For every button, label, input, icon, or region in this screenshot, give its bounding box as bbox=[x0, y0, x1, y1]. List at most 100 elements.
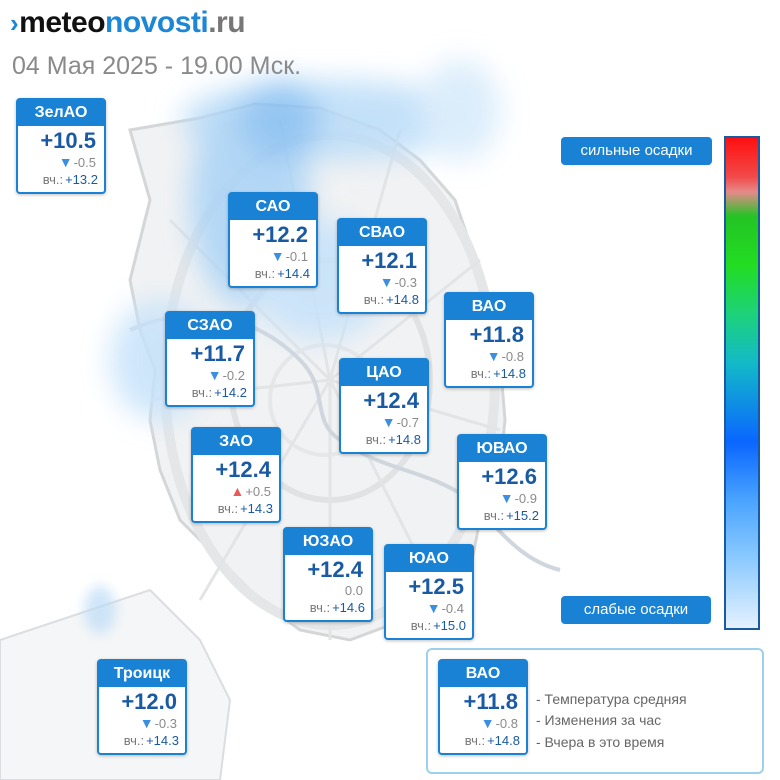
district-name: ЗелАО bbox=[18, 100, 104, 126]
legend-example-card: ВАО +11.8 ▼-0.8 вч.: +14.8 bbox=[438, 659, 528, 755]
change-value: -0.7 bbox=[396, 415, 419, 430]
change-value: -0.5 bbox=[73, 155, 96, 170]
yesterday-value: +15.0 bbox=[433, 618, 466, 633]
down-triangle-icon: ▼ bbox=[480, 715, 495, 731]
district-name: ЮАО bbox=[386, 546, 472, 572]
district-card-yuzao[interactable]: ЮЗАО +12.4 0.0 вч.: +14.6 bbox=[283, 527, 373, 622]
district-change: ▼-0.1 bbox=[230, 248, 316, 265]
district-temperature: +11.7 bbox=[190, 341, 245, 366]
yesterday-label: вч.: bbox=[309, 600, 331, 615]
district-yesterday: вч.: +13.2 bbox=[18, 171, 104, 189]
change-value: -0.3 bbox=[394, 275, 417, 290]
heavy-precipitation-label: сильные осадки bbox=[561, 137, 712, 165]
down-triangle-icon: ▼ bbox=[486, 348, 501, 364]
district-card-svao[interactable]: СВАО +12.1 ▼-0.3 вч.: +14.8 bbox=[337, 218, 427, 314]
light-precipitation-label: слабые осадки bbox=[561, 596, 711, 624]
district-change: ▼-0.7 bbox=[341, 414, 427, 431]
district-change: ▲+0.5 bbox=[193, 483, 279, 500]
change-value: -0.3 bbox=[154, 716, 177, 731]
logo-part-domain: .ru bbox=[208, 6, 246, 39]
yesterday-value: +13.2 bbox=[65, 172, 98, 187]
down-triangle-icon: ▼ bbox=[139, 715, 154, 731]
district-yesterday: вч.: +14.8 bbox=[341, 431, 427, 449]
yesterday-value: +14.8 bbox=[386, 292, 419, 307]
yesterday-label: вч.: bbox=[365, 432, 387, 447]
yesterday-label: вч.: bbox=[191, 385, 213, 400]
district-yesterday: вч.: +14.3 bbox=[99, 732, 185, 750]
yesterday-label: вч.: bbox=[410, 618, 432, 633]
yesterday-value: +14.2 bbox=[214, 385, 247, 400]
change-value: -0.1 bbox=[285, 249, 308, 264]
yesterday-value: +14.3 bbox=[146, 733, 179, 748]
district-change: ▼-0.3 bbox=[339, 274, 425, 291]
district-name: ЦАО bbox=[341, 360, 427, 386]
district-name: САО bbox=[230, 194, 316, 220]
district-yesterday: вч.: +14.2 bbox=[167, 384, 253, 402]
site-logo[interactable]: ›meteonovosti.ru bbox=[10, 6, 246, 40]
district-change: ▼-0.8 bbox=[446, 348, 532, 365]
district-temperature: +12.0 bbox=[121, 689, 177, 714]
down-triangle-icon: ▼ bbox=[270, 248, 285, 264]
legend-example-name: ВАО bbox=[440, 661, 526, 687]
district-yesterday: вч.: +14.4 bbox=[230, 265, 316, 283]
change-value: -0.2 bbox=[222, 368, 245, 383]
district-change: 0.0 bbox=[285, 583, 371, 599]
district-temperature: +12.1 bbox=[361, 248, 417, 273]
district-card-yuao[interactable]: ЮАО +12.5 ▼-0.4 вч.: +15.0 bbox=[384, 544, 474, 640]
district-temperature: +11.8 bbox=[469, 322, 524, 347]
change-value: -0.8 bbox=[495, 716, 518, 731]
change-value: +0.5 bbox=[245, 484, 271, 499]
logo-part-novosti: novosti bbox=[105, 6, 209, 39]
district-card-troitsk[interactable]: Троицк +12.0 ▼-0.3 вч.: +14.3 bbox=[97, 659, 187, 755]
district-card-vao[interactable]: ВАО +11.8 ▼-0.8 вч.: +14.8 bbox=[444, 292, 534, 388]
logo-part-meteo: meteo bbox=[19, 6, 106, 39]
district-card-zao[interactable]: ЗАО +12.4 ▲+0.5 вч.: +14.3 bbox=[191, 427, 281, 523]
district-name: ЮЗАО bbox=[285, 529, 371, 555]
district-temperature: +12.4 bbox=[363, 388, 419, 413]
district-temperature: +12.5 bbox=[408, 574, 464, 599]
district-yesterday: вч.: +15.2 bbox=[459, 507, 545, 525]
change-value: -0.4 bbox=[441, 601, 464, 616]
yesterday-value: +14.6 bbox=[332, 600, 365, 615]
district-yesterday: вч.: +14.8 bbox=[339, 291, 425, 309]
yesterday-label: вч.: bbox=[123, 733, 145, 748]
district-change: ▼-0.4 bbox=[386, 600, 472, 617]
yesterday-label: вч.: bbox=[363, 292, 385, 307]
logo-mark: › bbox=[10, 8, 19, 38]
district-change: ▼-0.9 bbox=[459, 490, 545, 507]
district-change: ▼-0.3 bbox=[99, 715, 185, 732]
district-change: ▼-0.2 bbox=[167, 367, 253, 384]
district-card-sao[interactable]: САО +12.2 ▼-0.1 вч.: +14.4 bbox=[228, 192, 318, 288]
district-name: Троицк bbox=[99, 661, 185, 687]
district-card-szao[interactable]: СЗАО +11.7 ▼-0.2 вч.: +14.2 bbox=[165, 311, 255, 407]
district-name: ЮВАО bbox=[459, 436, 545, 462]
district-yesterday: вч.: +14.3 bbox=[193, 500, 279, 518]
district-card-zelao[interactable]: ЗелАО +10.5 ▼-0.5 вч.: +13.2 bbox=[16, 98, 106, 194]
district-temperature: +12.4 bbox=[215, 457, 271, 482]
down-triangle-icon: ▼ bbox=[207, 367, 222, 383]
down-triangle-icon: ▼ bbox=[379, 274, 394, 290]
change-value: -0.8 bbox=[501, 349, 524, 364]
date-time-subtitle: 04 Мая 2025 - 19.00 Мск. bbox=[12, 52, 302, 80]
down-triangle-icon: ▼ bbox=[499, 490, 514, 506]
district-temperature: +12.6 bbox=[481, 464, 537, 489]
district-name: СЗАО bbox=[167, 313, 253, 339]
yesterday-value: +15.2 bbox=[506, 508, 539, 523]
district-yesterday: вч.: +14.6 bbox=[285, 599, 371, 617]
district-name: ВАО bbox=[446, 294, 532, 320]
district-card-yuvao[interactable]: ЮВАО +12.6 ▼-0.9 вч.: +15.2 bbox=[457, 434, 547, 530]
yesterday-value: +14.4 bbox=[277, 266, 310, 281]
yesterday-label: вч.: bbox=[483, 508, 505, 523]
yesterday-label: вч.: bbox=[217, 501, 239, 516]
precipitation-color-scale bbox=[724, 136, 760, 630]
district-name: СВАО bbox=[339, 220, 425, 246]
district-temperature: +12.4 bbox=[307, 557, 363, 582]
district-card-cao[interactable]: ЦАО +12.4 ▼-0.7 вч.: +14.8 bbox=[339, 358, 429, 454]
yesterday-value: +14.3 bbox=[240, 501, 273, 516]
down-triangle-icon: ▼ bbox=[58, 154, 73, 170]
district-change: ▼-0.5 bbox=[18, 154, 104, 171]
district-name: ЗАО bbox=[193, 429, 279, 455]
legend-line-hourly-change: - Изменения за час bbox=[536, 712, 662, 728]
yesterday-value: +14.8 bbox=[388, 432, 421, 447]
yesterday-label: вч.: bbox=[42, 172, 64, 187]
